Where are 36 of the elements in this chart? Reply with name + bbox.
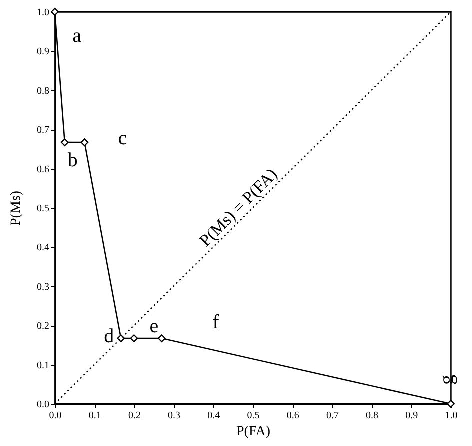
y-tick-label: 0.0 [37, 400, 50, 410]
x-tick-label: 0.2 [128, 410, 141, 422]
x-tick-label: 0.3 [168, 410, 181, 422]
y-tick-label: 0.6 [37, 164, 50, 176]
annotation: d [104, 326, 114, 348]
y-tick-label: 0.2 [37, 321, 50, 332]
y-tick-label: 1.0 [37, 8, 50, 18]
point [158, 334, 166, 342]
annotation: e [150, 316, 159, 338]
y-tick-label: 0.4 [37, 242, 50, 254]
y-tick-label: 0.1 [37, 360, 50, 372]
y-tick-label: 0.7 [37, 125, 50, 136]
x-tick-label: 0.4 [208, 410, 220, 422]
x-tick-label: 0.6 [286, 410, 300, 422]
y-tick-label: 0.3 [37, 282, 50, 293]
x-tick-label: 1.0 [445, 410, 458, 422]
x-tick-label: 0.9 [406, 410, 418, 422]
point [60, 138, 69, 146]
annotation: a [72, 25, 82, 47]
annotation: b [68, 150, 78, 172]
x-tick-label: 0.5 [247, 410, 260, 422]
annotation: g [436, 375, 458, 385]
y-tick-label: 0.8 [37, 86, 50, 97]
y-tick-label: 0.5 [37, 204, 50, 214]
x-tick-label: 0.1 [88, 410, 102, 422]
y-tick-label: 0.9 [37, 46, 50, 58]
x-axis-title: P(FA) [236, 424, 271, 440]
annotation: f [212, 312, 220, 334]
point [51, 8, 59, 16]
point [80, 138, 89, 146]
x-tick-label: 0.8 [366, 410, 379, 422]
x-tick-label: 0.7 [326, 410, 339, 422]
annotation: c [118, 128, 128, 150]
point [130, 334, 138, 342]
x-tick-label: 0.0 [49, 410, 62, 422]
y-axis-title: P(Ms) [9, 190, 24, 226]
